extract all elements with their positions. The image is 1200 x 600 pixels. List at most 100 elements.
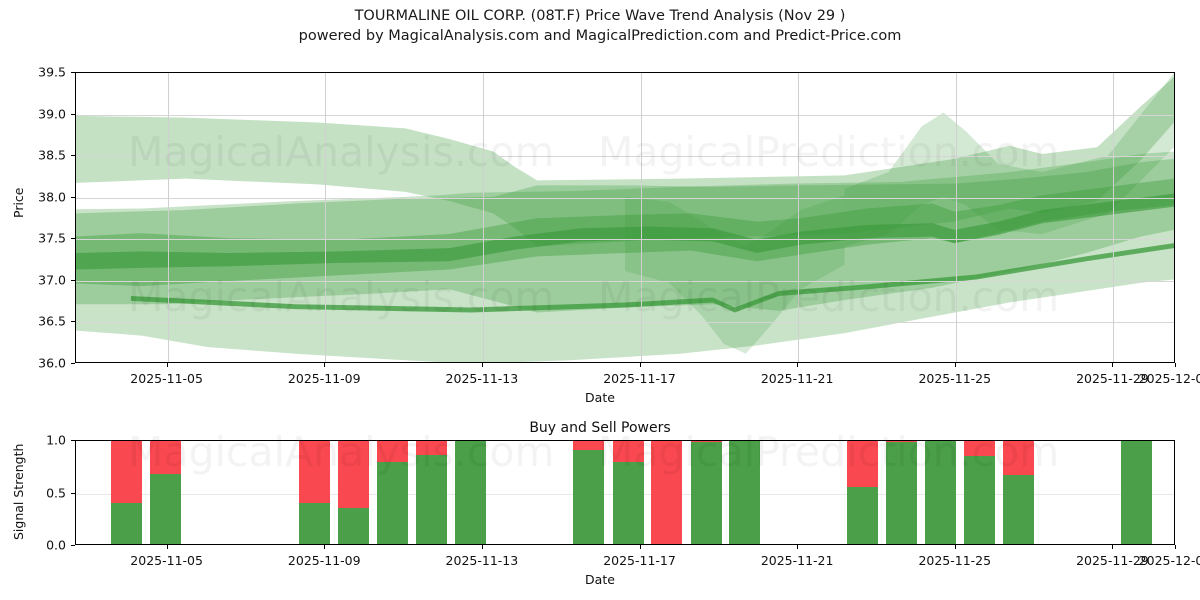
y-axis-tick-mark — [71, 440, 75, 441]
y-axis-tick-label: 1.0 — [46, 432, 66, 448]
signal-bar — [149, 441, 181, 544]
buy-power-segment — [110, 503, 142, 544]
y-axis-tick-label: 39.5 — [38, 64, 66, 80]
signal-bar — [963, 441, 995, 544]
signal-bar — [847, 441, 878, 544]
x-axis-tick-label: 2025-11-13 — [445, 371, 519, 386]
gridline — [76, 280, 1174, 282]
buy-power-segment — [1003, 474, 1035, 544]
signal-bar — [885, 441, 917, 544]
x-axis-tick-mark — [797, 363, 799, 367]
y-axis-tick-mark — [71, 279, 75, 281]
y-axis-tick-mark — [71, 363, 75, 364]
buy-power-segment — [963, 455, 995, 544]
x-axis-tick-mark — [166, 363, 168, 367]
x-axis-tick-label: 2025-11-29 — [1076, 553, 1149, 568]
y-axis-tick-label: 37.0 — [38, 272, 66, 288]
x-axis-tick-label: 2025-12-01 — [1138, 371, 1200, 386]
gridline — [482, 73, 484, 362]
y-axis-tick-label: 38.5 — [38, 147, 66, 163]
price-band — [76, 193, 1174, 270]
x-axis-tick-label: 2025-12-01 — [1138, 553, 1200, 568]
gridline — [167, 73, 169, 362]
gridline — [76, 114, 1174, 116]
sell-power-segment — [149, 441, 181, 474]
y-axis-tick-label: 36.5 — [38, 313, 66, 329]
x-axis-tick-label: 2025-11-25 — [918, 371, 992, 386]
signal-bar — [337, 441, 369, 544]
page-subtitle: powered by MagicalAnalysis.com and Magic… — [298, 28, 902, 44]
gridline — [76, 322, 1174, 324]
signal-bar — [299, 441, 331, 544]
signal-bar — [612, 441, 644, 544]
y-axis-tick-mark — [71, 155, 75, 157]
x-axis-tick-mark — [481, 545, 483, 549]
gridline — [325, 73, 327, 362]
x-axis-tick-label: 2025-11-05 — [130, 371, 203, 386]
price-band — [844, 73, 1174, 247]
gridline — [640, 73, 642, 362]
sell-power-segment — [1003, 441, 1035, 475]
y-axis-tick-mark — [71, 72, 75, 73]
buy-power-segment — [612, 462, 644, 544]
signal-bar — [925, 441, 957, 544]
x-axis-tick-label: 2025-11-25 — [918, 553, 992, 568]
signal-bar — [110, 441, 142, 544]
buy-power-segment — [573, 449, 605, 544]
x-axis-tick-mark — [166, 545, 168, 549]
buy-power-segment — [690, 442, 722, 544]
x-axis-tick-mark — [954, 545, 956, 549]
x-axis-tick-label: 2025-11-13 — [445, 553, 519, 568]
buy-power-segment — [455, 441, 487, 544]
x-axis-tick-mark — [481, 363, 483, 367]
y-axis-tick-mark — [71, 196, 75, 198]
buy-power-segment — [299, 503, 331, 544]
buy-power-segment — [1120, 441, 1152, 544]
buy-power-segment — [149, 473, 181, 544]
y-axis-tick-label: 0.5 — [46, 485, 66, 500]
signal-bar — [651, 441, 683, 544]
buy-power-segment — [729, 441, 761, 544]
x-axis-tick-label: 2025-11-21 — [760, 553, 834, 568]
price-band — [625, 195, 845, 354]
sell-power-segment — [377, 441, 409, 463]
sell-power-segment — [415, 441, 447, 455]
sell-power-segment — [963, 441, 995, 456]
gridline — [955, 73, 957, 362]
sell-power-segment — [573, 441, 605, 450]
gridline — [1113, 73, 1115, 362]
signal-bar — [729, 441, 761, 544]
y-axis-tick-mark — [71, 492, 75, 494]
buy-power-segment — [377, 462, 409, 544]
y-axis-tick-label: 0.0 — [46, 537, 66, 553]
y-axis-tick-label: 36.0 — [38, 355, 66, 371]
price-band-svg — [76, 73, 1174, 362]
y-axis-tick-mark — [71, 113, 75, 115]
sell-power-segment — [110, 441, 142, 504]
lower-chart-x-axis-label: Date — [585, 572, 615, 587]
x-axis-tick-label: 2025-11-09 — [287, 553, 361, 568]
signal-bar — [415, 441, 447, 544]
x-axis-tick-label: 2025-11-17 — [603, 371, 676, 386]
x-axis-tick-label: 2025-11-05 — [130, 553, 203, 568]
signal-bar — [377, 441, 409, 544]
gridline — [76, 156, 1174, 158]
price-band — [76, 77, 1174, 247]
buy-power-segment — [337, 508, 369, 544]
signal-bar — [573, 441, 605, 544]
x-axis-tick-mark — [324, 545, 326, 549]
sell-power-segment — [885, 441, 917, 443]
x-axis-tick-mark — [1175, 363, 1176, 367]
x-axis-tick-mark — [954, 363, 956, 367]
x-axis-tick-mark — [639, 363, 641, 367]
price-wave-plot-area — [75, 72, 1175, 363]
buy-power-segment — [415, 454, 447, 544]
sell-power-segment — [337, 441, 369, 509]
x-axis-tick-mark — [1112, 545, 1114, 549]
signal-bar — [690, 441, 722, 544]
y-axis-tick-mark — [71, 545, 75, 546]
x-axis-tick-mark — [639, 545, 641, 549]
gridline — [76, 239, 1174, 241]
buy-power-segment — [847, 487, 878, 544]
